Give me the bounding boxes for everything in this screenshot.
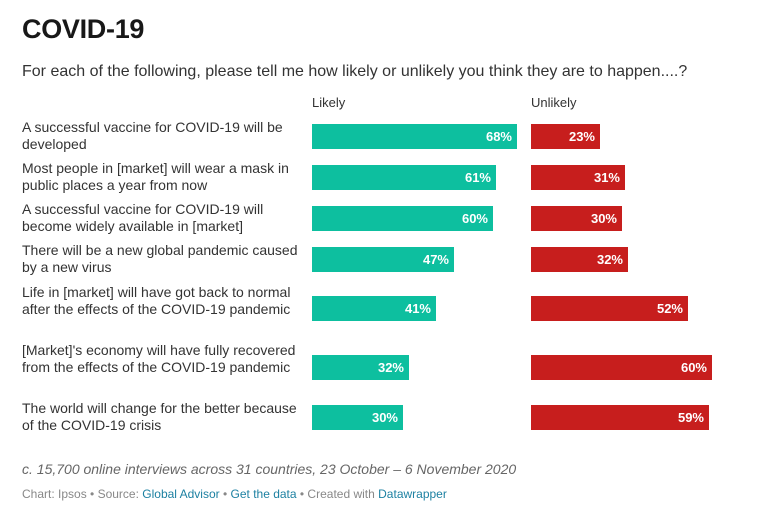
chart-title: COVID-19 — [22, 14, 145, 44]
source-link[interactable]: Global Advisor — [142, 487, 220, 501]
bar-likely: 47% — [312, 247, 454, 272]
bar-unlikely: 52% — [531, 296, 688, 321]
column-header-unlikely: Unlikely — [531, 95, 577, 110]
bar-value-label: 31% — [593, 170, 620, 185]
bar-unlikely: 23% — [531, 124, 600, 149]
bar-likely: 32% — [312, 355, 409, 380]
bar-value-label: 59% — [677, 410, 704, 425]
column-header-likely: Likely — [312, 95, 346, 110]
bar-unlikely: 30% — [531, 206, 622, 231]
bar-value-label: 23% — [568, 129, 595, 144]
category-label: Most people in [market] will wear a mask… — [22, 160, 289, 193]
footer-separator: • Created with — [296, 487, 379, 501]
bar-value-label: 52% — [656, 301, 683, 316]
datawrapper-link[interactable]: Datawrapper — [378, 487, 447, 501]
bar-value-label: 61% — [464, 170, 491, 185]
bar-value-label: 68% — [485, 129, 512, 144]
bar-value-label: 60% — [461, 211, 488, 226]
bar-unlikely: 31% — [531, 165, 625, 190]
category-label: A successful vaccine for COVID-19 will b… — [22, 119, 283, 152]
chart-subtitle: For each of the following, please tell m… — [22, 63, 688, 80]
bar-value-label: 30% — [371, 410, 398, 425]
category-label: A successful vaccine for COVID-19 will b… — [22, 201, 264, 234]
chart-notes: c. 15,700 online interviews across 31 co… — [22, 461, 517, 477]
bar-likely: 68% — [312, 124, 517, 149]
bar-likely: 60% — [312, 206, 493, 231]
chart-footer: Chart: Ipsos • Source: Global Advisor • … — [22, 487, 447, 501]
category-label: There will be a new global pandemic caus… — [22, 242, 298, 275]
bar-likely: 41% — [312, 296, 436, 321]
footer-separator: • — [219, 487, 231, 501]
bar-unlikely: 32% — [531, 247, 628, 272]
bar-value-label: 47% — [422, 252, 449, 267]
bar-value-label: 41% — [404, 301, 431, 316]
bar-value-label: 60% — [680, 360, 707, 375]
footer-credit: Chart: Ipsos — [22, 487, 87, 501]
footer-separator: • Source: — [86, 487, 143, 501]
bar-value-label: 30% — [590, 211, 617, 226]
category-label: The world will change for the better bec… — [22, 400, 297, 433]
bar-likely: 61% — [312, 165, 496, 190]
bar-value-label: 32% — [377, 360, 404, 375]
bar-unlikely: 60% — [531, 355, 712, 380]
category-label: [Market]'s economy will have fully recov… — [22, 342, 296, 375]
bar-unlikely: 59% — [531, 405, 709, 430]
get-data-link[interactable]: Get the data — [230, 487, 297, 501]
bar-likely: 30% — [312, 405, 403, 430]
category-label: Life in [market] will have got back to n… — [22, 284, 291, 317]
bar-value-label: 32% — [596, 252, 623, 267]
